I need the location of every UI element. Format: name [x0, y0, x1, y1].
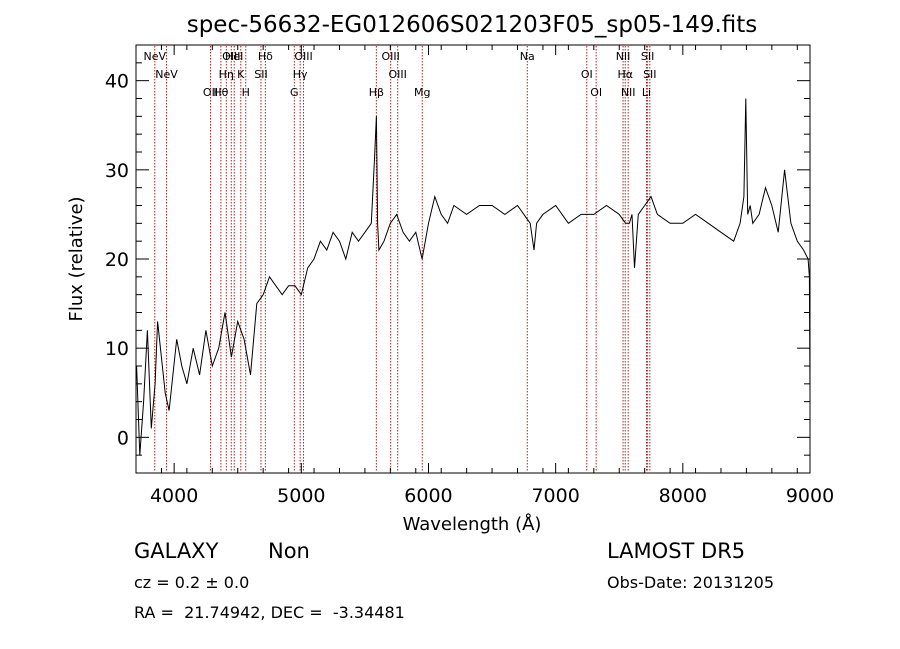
x-tick-label: 4000: [150, 485, 198, 507]
marker-label: Hα: [617, 68, 633, 81]
x-tick-label: 6000: [404, 485, 452, 507]
y-tick-label: 30: [105, 160, 129, 182]
marker-label: SII: [643, 68, 656, 81]
y-axis-label: Flux (relative): [66, 196, 87, 321]
x-axis-ticks: 4000 5000 6000 7000 8000 9000: [135, 45, 834, 507]
coordinates: RA = 21.74942, DEC = -3.34481: [134, 603, 405, 622]
marker-label: NII: [616, 50, 631, 63]
marker-label: Li: [642, 86, 651, 99]
marker-label: Hη: [219, 68, 234, 81]
marker-label: Hδ: [258, 50, 273, 63]
marker-label: SII: [641, 50, 654, 63]
y-tick-label: 40: [105, 71, 129, 93]
marker-label: OIII: [294, 50, 312, 63]
marker-label: NeV: [144, 50, 167, 63]
y-tick-label: 10: [105, 338, 129, 360]
x-tick-label: 8000: [659, 485, 707, 507]
emission-line-labels: NeV NeV OII OIII Hη Hθ HeI KH Hδ SII G OIII Hγ Hβ OIII…: [144, 50, 657, 99]
observation-date: Obs-Date: 20131205: [607, 573, 775, 592]
marker-label: OIII: [222, 50, 240, 63]
object-class: GALAXY: [134, 539, 219, 563]
marker-label: NeV: [155, 68, 178, 81]
marker-label: Na: [520, 50, 535, 63]
marker-label: SII: [254, 68, 267, 81]
marker-label: HeI: [225, 50, 243, 63]
marker-label: OI: [590, 86, 602, 99]
marker-label: OIII: [381, 50, 399, 63]
y-axis-ticks: 0 10 20 30 40: [105, 44, 810, 456]
marker-label: OII: [203, 86, 218, 99]
x-tick-label: 9000: [786, 485, 834, 507]
marker-label: NII: [621, 86, 636, 99]
marker-label: OI: [581, 68, 593, 81]
x-axis-label: Wavelength (Å): [403, 513, 542, 535]
object-subclass: Non: [268, 539, 310, 563]
plot-frame: [135, 44, 811, 474]
x-tick-label: 5000: [277, 485, 325, 507]
spectrum-line: [136, 98, 811, 456]
marker-label: Hγ: [293, 68, 308, 81]
marker-label: OIII: [389, 68, 407, 81]
marker-label: G: [290, 86, 299, 99]
y-tick-label: 0: [117, 427, 129, 449]
marker-label: K: [237, 68, 245, 81]
chart-title: spec-56632-EG012606S021203F05_sp05-149.f…: [187, 12, 758, 38]
marker-label: Hθ: [213, 86, 228, 99]
marker-label: H: [242, 86, 250, 99]
marker-label: Hβ: [369, 86, 384, 99]
y-tick-label: 20: [105, 249, 129, 271]
redshift-value: cz = 0.2 ± 0.0: [134, 573, 250, 592]
survey-name: LAMOST DR5: [607, 539, 746, 563]
emission-line-markers: [154, 46, 651, 472]
x-tick-label: 7000: [531, 485, 579, 507]
marker-label: Mg: [414, 86, 430, 99]
